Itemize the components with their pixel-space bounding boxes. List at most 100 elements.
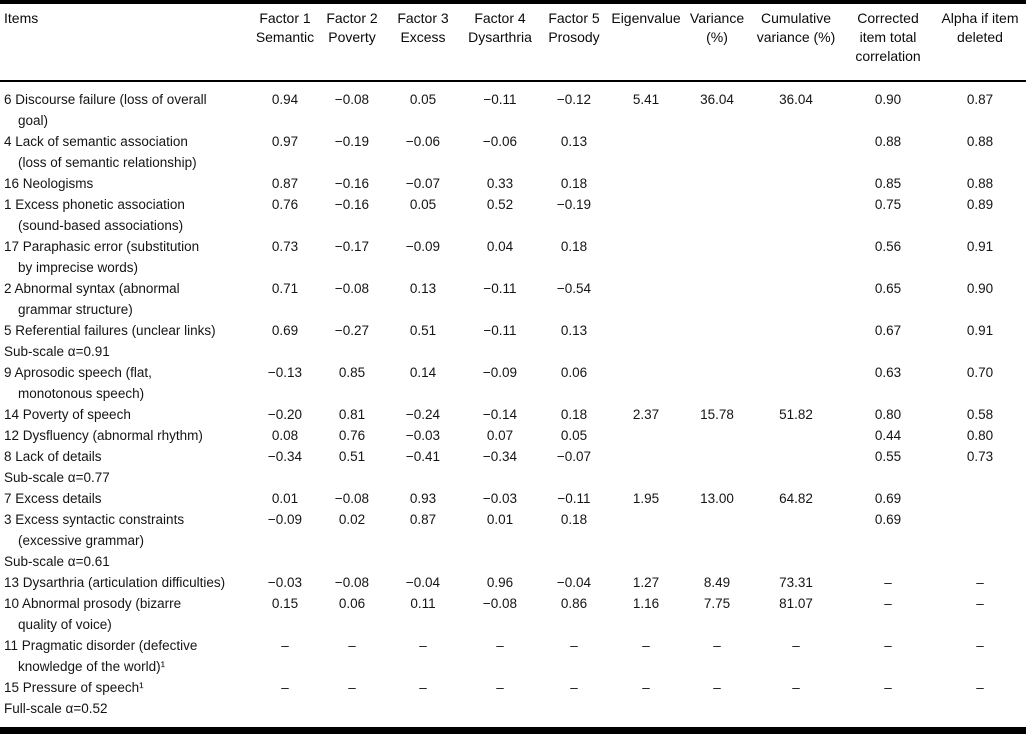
value-cell: – — [419, 638, 427, 653]
column-header-factor4-dysarthria: Factor 4 Dysarthria — [460, 4, 540, 82]
value-cell: 1.16 — [632, 596, 660, 611]
value-cell: 0.93 — [409, 491, 437, 506]
scale-alpha-row: Sub-scale α=0.77 — [0, 467, 1026, 488]
column-header-factor2-poverty: Factor 2 Poverty — [318, 4, 386, 82]
value-cell: – — [976, 575, 984, 590]
value-cell — [386, 698, 460, 719]
table-row: 3 Excess syntactic constraints (excessiv… — [0, 509, 1026, 551]
value-cell: 0.08 — [271, 428, 299, 443]
value-cell: – — [419, 680, 427, 695]
value-cell: −0.04 — [556, 575, 592, 590]
item-label: 6 Discourse failure (loss of overall goa… — [4, 92, 207, 128]
table-row: 15 Pressure of speech¹ – – – – – – – – – – — [0, 677, 1026, 698]
value-cell: – — [976, 638, 984, 653]
value-cell: −0.12 — [556, 92, 592, 107]
item-label: 13 Dysarthria (articulation difficulties… — [4, 575, 226, 590]
value-cell: 0.18 — [560, 512, 588, 527]
table-row: 5 Referential failures (unclear links) 0.… — [0, 320, 1026, 341]
value-cell — [460, 341, 540, 362]
value-cell: −0.20 — [267, 407, 303, 422]
value-cell — [934, 509, 1026, 551]
value-cell: −0.27 — [334, 323, 370, 338]
value-cell — [460, 551, 540, 572]
item-label: Full-scale α=0.52 — [4, 701, 108, 716]
value-cell — [608, 173, 684, 194]
value-cell: −0.03 — [267, 575, 303, 590]
value-cell: −0.07 — [556, 449, 592, 464]
item-label: 14 Poverty of speech — [4, 407, 131, 422]
value-cell: 0.80 — [874, 407, 902, 422]
value-cell — [750, 446, 842, 467]
item-label: 17 Paraphasic error (substitution by imp… — [4, 239, 200, 275]
value-cell — [608, 467, 684, 488]
value-cell: 0.18 — [560, 239, 588, 254]
value-cell: 0.55 — [874, 449, 902, 464]
value-cell — [750, 278, 842, 320]
value-cell: – — [884, 575, 892, 590]
value-cell: – — [348, 680, 356, 695]
value-cell: – — [713, 638, 721, 653]
value-cell: −0.09 — [405, 239, 441, 254]
value-cell: 13.00 — [700, 491, 734, 506]
value-cell — [318, 551, 386, 572]
value-cell: – — [713, 680, 721, 695]
value-cell — [252, 551, 318, 572]
value-cell — [684, 425, 750, 446]
table-body: 6 Discourse failure (loss of overall goa… — [0, 81, 1026, 719]
value-cell — [684, 173, 750, 194]
value-cell: 0.81 — [338, 407, 366, 422]
item-label: 7 Excess details — [4, 491, 102, 506]
value-cell — [252, 467, 318, 488]
value-cell — [750, 362, 842, 404]
value-cell: 0.87 — [409, 512, 437, 527]
value-cell: – — [976, 680, 984, 695]
value-cell — [608, 698, 684, 719]
value-cell: 0.76 — [338, 428, 366, 443]
item-label: Sub-scale α=0.61 — [4, 554, 110, 569]
value-cell: −0.13 — [267, 365, 303, 380]
value-cell: 36.04 — [700, 92, 734, 107]
value-cell: −0.19 — [334, 134, 370, 149]
item-label: 15 Pressure of speech¹ — [4, 680, 144, 695]
value-cell: −0.11 — [483, 92, 517, 107]
value-cell — [750, 698, 842, 719]
value-cell — [318, 467, 386, 488]
value-cell: 73.31 — [779, 575, 813, 590]
value-cell — [750, 173, 842, 194]
value-cell: 0.44 — [874, 428, 902, 443]
value-cell: 8.49 — [703, 575, 731, 590]
value-cell — [842, 698, 934, 719]
header-row: Items Factor 1 Semantic Factor 2 Poverty… — [0, 4, 1026, 82]
scale-alpha-row: Sub-scale α=0.61 — [0, 551, 1026, 572]
value-cell: 1.95 — [632, 491, 660, 506]
factor-analysis-table: Items Factor 1 Semantic Factor 2 Poverty… — [0, 4, 1026, 719]
value-cell: 0.06 — [338, 596, 366, 611]
value-cell: −0.03 — [405, 428, 441, 443]
value-cell: – — [348, 638, 356, 653]
value-cell — [750, 194, 842, 236]
value-cell: −0.34 — [482, 449, 518, 464]
value-cell: – — [281, 680, 289, 695]
value-cell: −0.11 — [483, 281, 517, 296]
value-cell — [608, 194, 684, 236]
value-cell: 36.04 — [779, 92, 813, 107]
column-header-cumulative-variance: Cumulative variance (%) — [750, 4, 842, 82]
value-cell — [750, 341, 842, 362]
value-cell: 0.73 — [271, 239, 299, 254]
value-cell — [684, 446, 750, 467]
value-cell: −0.41 — [405, 449, 441, 464]
value-cell — [252, 698, 318, 719]
value-cell: 0.05 — [409, 92, 437, 107]
value-cell: 0.73 — [966, 449, 994, 464]
value-cell: −0.14 — [482, 407, 518, 422]
value-cell: – — [884, 638, 892, 653]
value-cell — [540, 341, 608, 362]
item-label: 11 Pragmatic disorder (defective knowled… — [4, 638, 198, 674]
value-cell: 0.76 — [271, 197, 299, 212]
value-cell: 81.07 — [779, 596, 813, 611]
table-row: 6 Discourse failure (loss of overall goa… — [0, 81, 1026, 131]
value-cell: 0.13 — [560, 323, 588, 338]
item-label: 2 Abnormal syntax (abnormal grammar stru… — [4, 281, 180, 317]
value-cell: 64.82 — [779, 491, 813, 506]
value-cell: 0.63 — [874, 365, 902, 380]
